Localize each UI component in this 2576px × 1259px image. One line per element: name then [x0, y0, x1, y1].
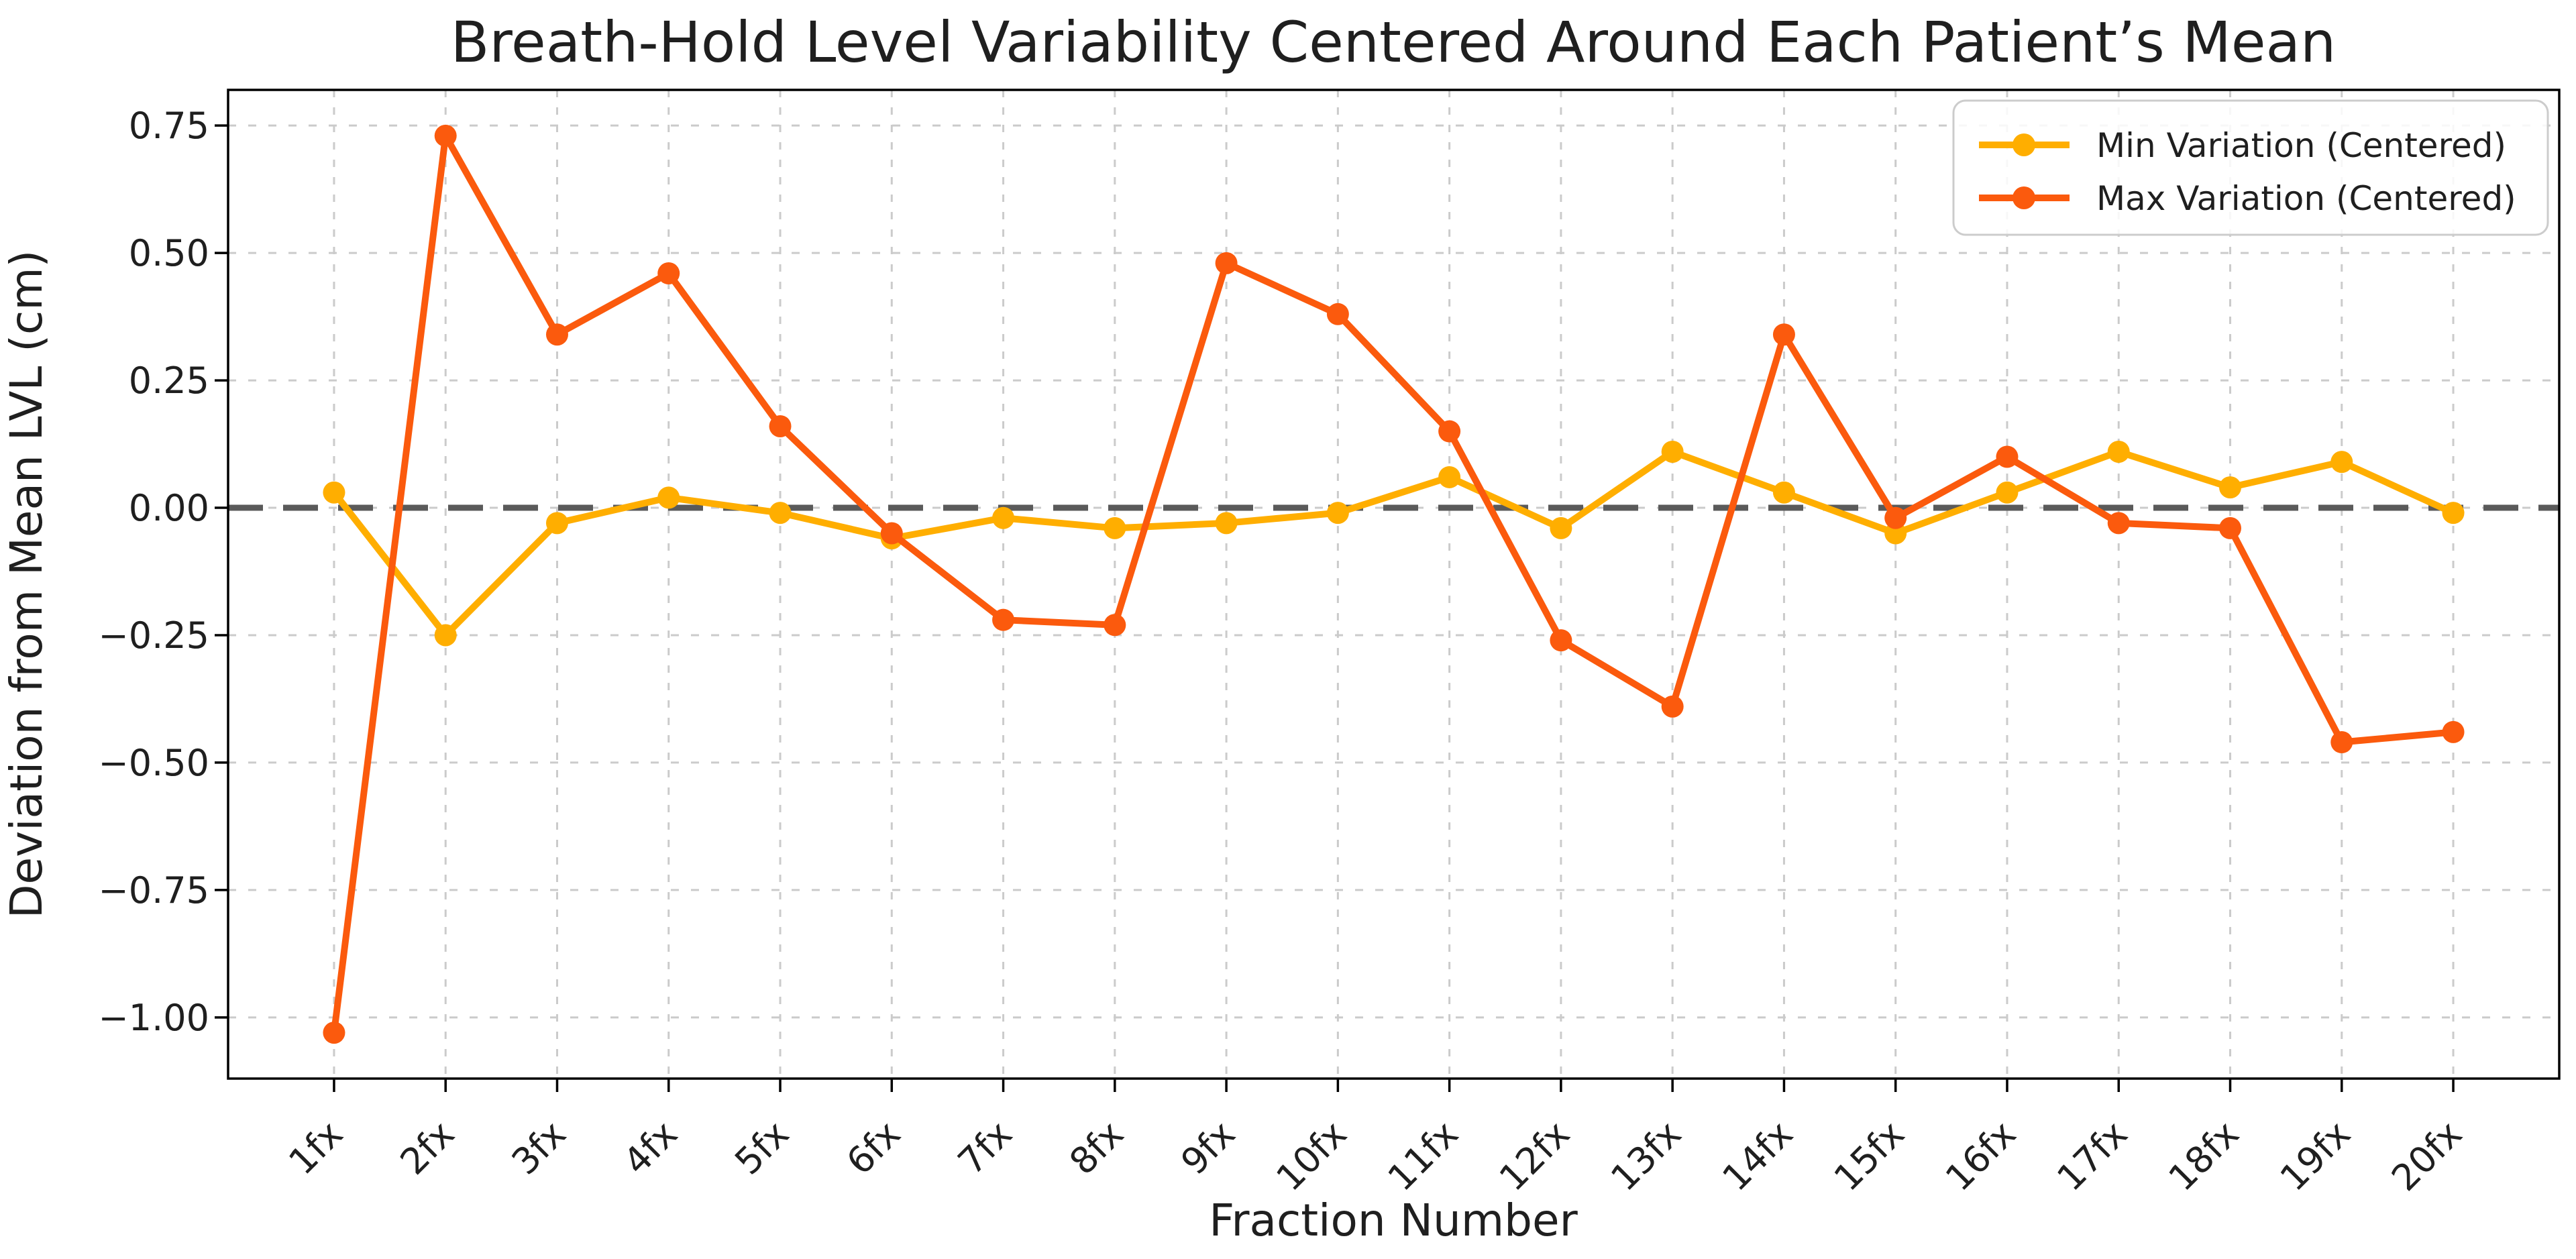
x-tick-label: 14fx — [1714, 1113, 1801, 1199]
legend-label-min: Min Variation (Centered) — [2096, 126, 2506, 165]
x-tick-label: 8fx — [1061, 1113, 1132, 1183]
y-tick-label: 0.00 — [129, 487, 209, 529]
marker-max-20fx — [2442, 720, 2465, 743]
marker-min-2fx — [434, 624, 457, 647]
marker-min-12fx — [1550, 516, 1572, 539]
x-axis-label: Fraction Number — [1209, 1195, 1578, 1246]
y-tick-label: −1.00 — [99, 997, 209, 1039]
marker-min-4fx — [657, 486, 680, 509]
marker-min-20fx — [2442, 502, 2465, 525]
marker-min-7fx — [992, 506, 1015, 529]
marker-min-10fx — [1326, 502, 1349, 525]
plot-border — [227, 89, 2561, 1080]
gridlines — [228, 90, 2559, 1079]
y-axis-label: Deviation from Mean LVL (cm) — [1, 250, 52, 919]
x-tick-label: 13fx — [1603, 1113, 1689, 1199]
marker-max-14fx — [1772, 323, 1795, 346]
marker-max-5fx — [769, 415, 792, 437]
marker-min-8fx — [1104, 516, 1126, 539]
x-tick-label: 15fx — [1826, 1113, 1913, 1199]
x-tick-label: 12fx — [1491, 1113, 1578, 1199]
marker-max-1fx — [323, 1022, 345, 1044]
legend: Min Variation (Centered) Max Variation (… — [1952, 99, 2549, 236]
series-line-max — [330, 132, 2457, 1036]
y-tick-label: 0.25 — [129, 360, 209, 402]
legend-entry-min: Min Variation (Centered) — [1979, 126, 2506, 165]
legend-box — [1952, 99, 2549, 236]
y-tick-label: −0.75 — [99, 869, 209, 912]
x-tick-label: 11fx — [1380, 1113, 1466, 1199]
x-tick-label: 4fx — [615, 1113, 686, 1183]
marker-max-19fx — [2330, 731, 2353, 754]
axis-ticks: 1fx 2fx 3fx 4fx 5fx 6fx 7fx 8fx 9fx 10fx 11fx 12fx 1… — [99, 105, 2471, 1199]
marker-max-6fx — [880, 522, 903, 545]
y-tick-label: 0.50 — [129, 232, 209, 274]
marker-max-7fx — [992, 608, 1015, 631]
x-tick-label: 5fx — [727, 1113, 797, 1183]
x-tick-label: 3fx — [504, 1113, 574, 1183]
legend-label-max: Max Variation (Centered) — [2096, 179, 2516, 218]
marker-min-16fx — [1996, 481, 2019, 504]
x-tick-label: 10fx — [1268, 1113, 1354, 1199]
x-tick-label: 9fx — [1173, 1113, 1243, 1183]
marker-max-13fx — [1661, 695, 1684, 718]
marker-max-12fx — [1550, 629, 1572, 652]
legend-marker-max — [2012, 186, 2035, 209]
marker-max-16fx — [1996, 445, 2019, 468]
marker-max-11fx — [1438, 420, 1461, 443]
y-tick-label: 0.75 — [129, 105, 209, 147]
chart-title: Breath-Hold Level Variability Centered A… — [451, 9, 2337, 75]
legend-entry-max: Max Variation (Centered) — [1979, 179, 2516, 218]
marker-min-17fx — [2107, 440, 2130, 463]
x-tick-label: 1fx — [280, 1113, 351, 1183]
marker-min-18fx — [2219, 476, 2242, 499]
marker-max-10fx — [1326, 303, 1349, 325]
x-tick-label: 17fx — [2049, 1113, 2135, 1199]
marker-min-13fx — [1661, 440, 1684, 463]
marker-min-11fx — [1438, 466, 1461, 488]
marker-min-5fx — [769, 502, 792, 525]
x-tick-label: 16fx — [1937, 1113, 2024, 1199]
y-tick-label: −0.50 — [99, 742, 209, 784]
marker-max-4fx — [657, 262, 680, 285]
data-series — [323, 124, 2465, 1044]
marker-min-15fx — [1884, 522, 1907, 545]
x-tick-label: 2fx — [392, 1113, 463, 1183]
marker-min-9fx — [1215, 512, 1238, 535]
x-tick-label: 7fx — [950, 1113, 1020, 1183]
legend-marker-min — [2012, 133, 2035, 156]
marker-max-17fx — [2107, 512, 2130, 535]
x-tick-label: 20fx — [2383, 1113, 2470, 1199]
y-tick-label: −0.25 — [99, 614, 209, 657]
marker-min-1fx — [323, 481, 345, 504]
marker-max-8fx — [1104, 614, 1126, 637]
marker-max-2fx — [434, 124, 457, 147]
marker-min-14fx — [1772, 481, 1795, 504]
marker-max-18fx — [2219, 516, 2242, 539]
x-tick-label: 18fx — [2161, 1113, 2247, 1199]
x-tick-label: 6fx — [839, 1113, 909, 1183]
marker-max-15fx — [1884, 506, 1907, 529]
x-tick-label: 19fx — [2272, 1113, 2359, 1199]
marker-max-9fx — [1215, 252, 1238, 274]
marker-min-19fx — [2330, 451, 2353, 474]
marker-min-3fx — [545, 512, 568, 535]
series-line-min — [330, 448, 2457, 639]
marker-max-3fx — [545, 323, 568, 346]
